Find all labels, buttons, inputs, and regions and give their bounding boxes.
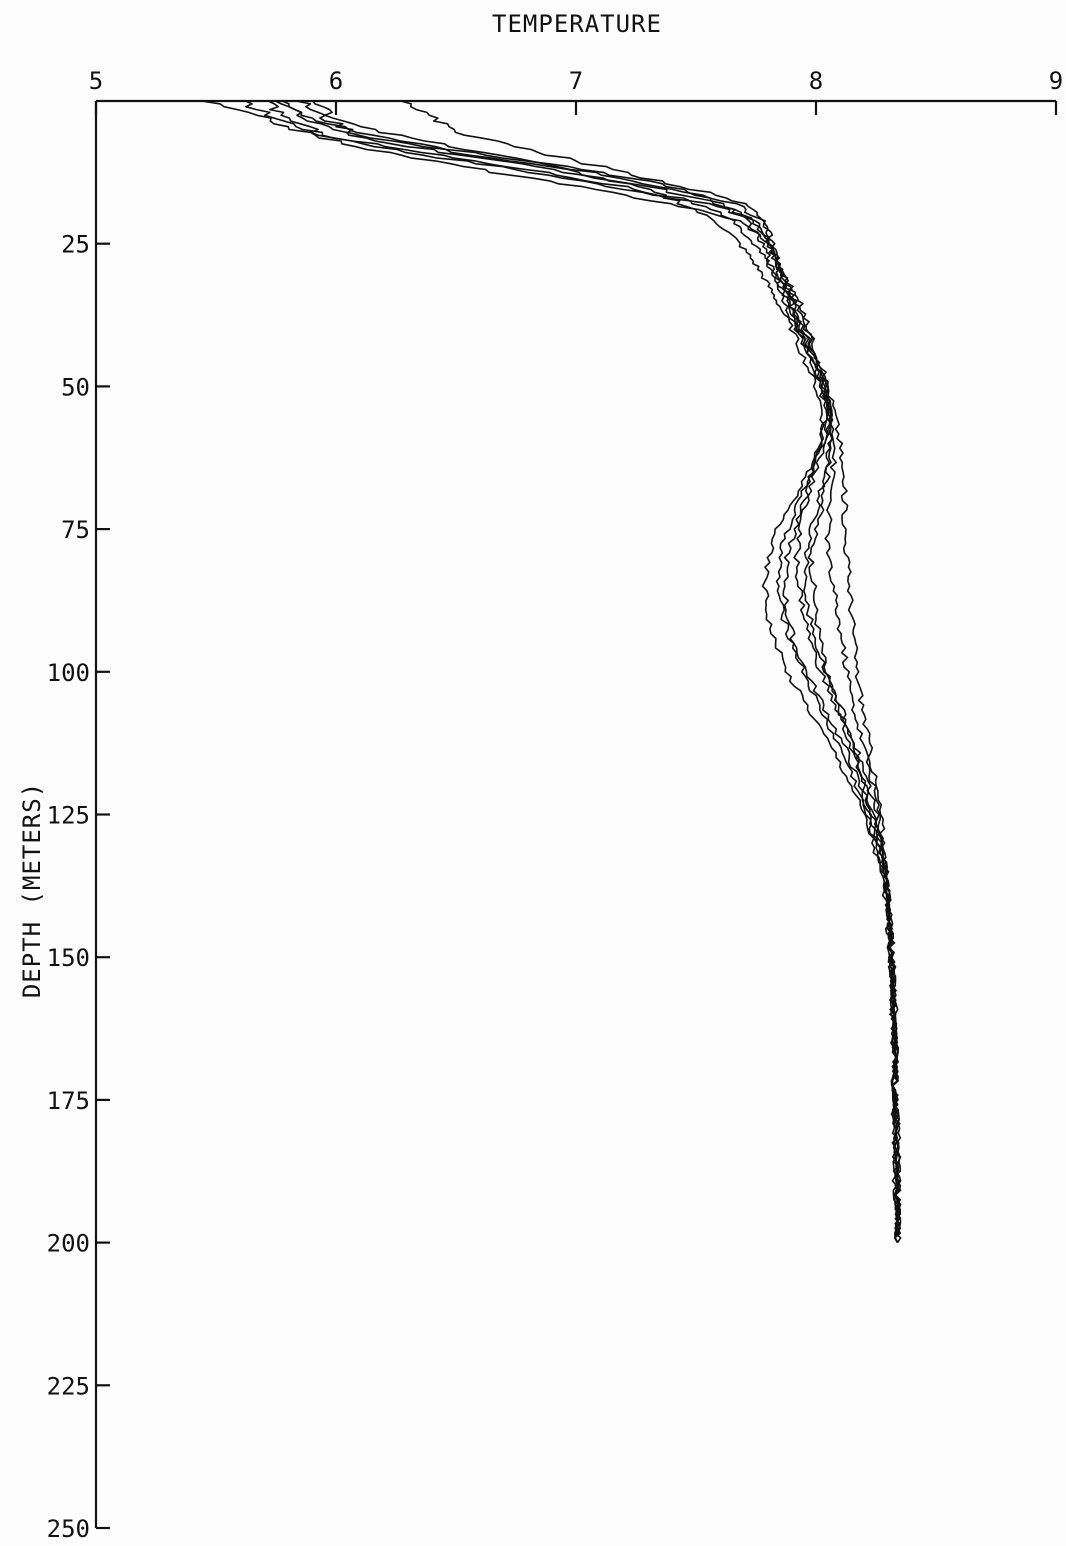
x-tick-label: 9 (1049, 67, 1063, 95)
x-axis-title: TEMPERATURE (492, 10, 662, 38)
temperature-profiles (201, 100, 902, 1244)
y-tick-label: 100 (47, 659, 90, 687)
y-tick-label: 225 (47, 1372, 90, 1400)
x-tick-label: 7 (569, 67, 583, 95)
y-tick-label: 50 (61, 373, 90, 401)
y-tick-label: 250 (47, 1515, 90, 1543)
temperature-profile-line (274, 100, 902, 1244)
temperature-profile-line (201, 100, 902, 1243)
y-tick-label: 175 (47, 1087, 90, 1115)
temperature-profile-line (267, 100, 902, 1244)
temperature-profile-line (295, 100, 902, 1244)
y-tick-label: 150 (47, 944, 90, 972)
y-tick-label: 125 (47, 802, 90, 830)
y-tick-label: 25 (61, 231, 90, 259)
x-tick-label: 5 (89, 67, 103, 95)
x-tick-label: 6 (329, 67, 343, 95)
y-tick-label: 75 (61, 516, 90, 544)
x-tick-label: 8 (809, 67, 823, 95)
temperature-profile-line (312, 100, 902, 1243)
axes: 5 6 7 8 9 25 50 75 100 125 150 175 200 225 250 (47, 67, 1064, 1543)
temperature-profile-line (400, 100, 902, 1244)
y-tick-label: 200 (47, 1230, 90, 1258)
y-axis-title: DEPTH (METERS) (18, 782, 46, 998)
